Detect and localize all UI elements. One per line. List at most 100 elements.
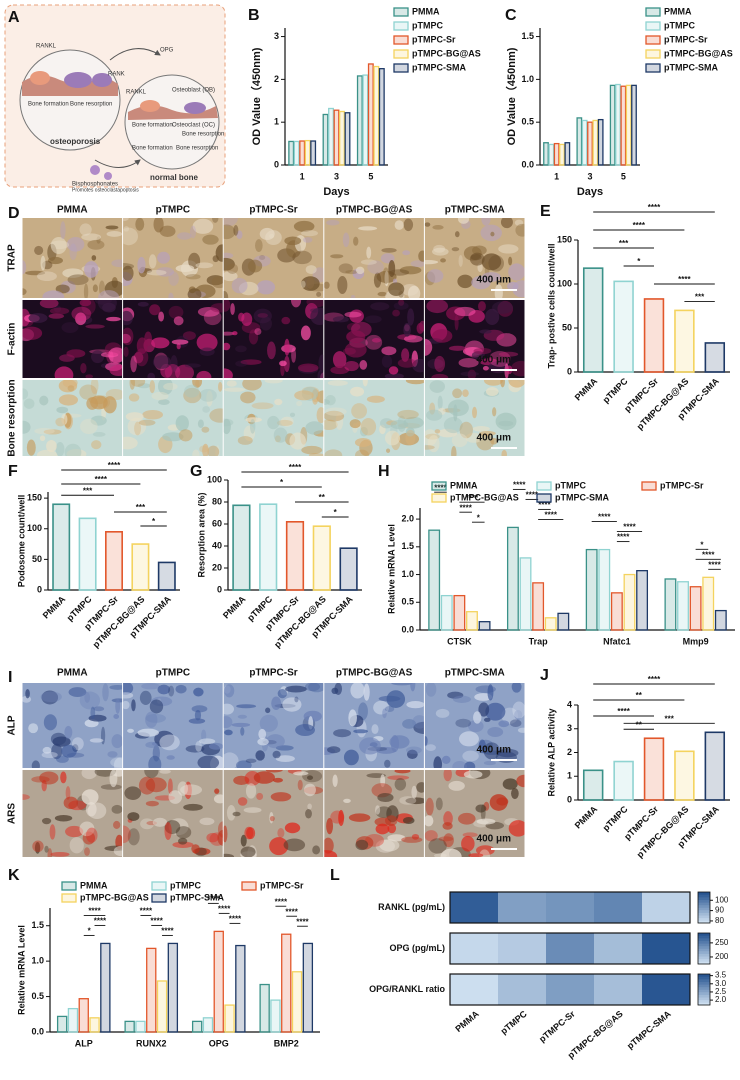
- texture-blob: [265, 770, 283, 773]
- legend-label: pTMPC-Sr: [412, 34, 456, 44]
- texture-blob: [187, 288, 202, 298]
- y-tick-label: 3: [274, 31, 279, 41]
- colorbar-slice: [698, 981, 710, 985]
- legend-swatch: [241, 881, 257, 891]
- texture-blob: [402, 816, 415, 825]
- texture-blob: [424, 338, 433, 356]
- texture-blob: [485, 308, 500, 326]
- texture-blob: [185, 273, 201, 280]
- legend-swatch: [645, 7, 661, 17]
- texture-blob: [370, 302, 390, 311]
- y-tick-label: 150: [27, 493, 42, 503]
- texture-blob: [226, 263, 239, 274]
- colorbar-slice: [698, 956, 710, 960]
- texture-blob: [431, 373, 449, 378]
- legend-swatch: [151, 881, 167, 891]
- texture-blob: [494, 284, 503, 298]
- texture-blob: [168, 685, 175, 697]
- colorbar-slice: [698, 899, 710, 903]
- texture-blob: [332, 351, 347, 369]
- bar: [328, 107, 334, 166]
- texture-blob: [308, 683, 324, 693]
- texture-blob: [306, 277, 315, 290]
- texture-blob: [289, 432, 306, 450]
- texture-blob: [338, 809, 345, 827]
- colorbar-slice: [698, 920, 710, 924]
- heatmap-cell: [450, 892, 498, 923]
- bar: [157, 561, 176, 591]
- texture-blob: [462, 832, 478, 838]
- panel-label: L: [330, 867, 340, 884]
- y-tick-label: 60: [212, 518, 222, 528]
- texture-blob: [123, 436, 138, 450]
- legend-swatch: [393, 35, 409, 45]
- texture-blob: [274, 435, 281, 443]
- texture-blob: [469, 252, 485, 266]
- micrograph-texture: [324, 770, 424, 857]
- texture-blob: [197, 306, 220, 317]
- texture-blob: [324, 407, 347, 416]
- texture-blob: [255, 750, 265, 761]
- legend-label: pTMPC: [664, 20, 695, 30]
- texture-blob: [55, 442, 65, 456]
- texture-blob: [441, 755, 451, 764]
- legend-label: pTMPC-BG@AS: [664, 48, 733, 58]
- column-header: pTMPC-Sr: [249, 668, 297, 679]
- texture-blob: [137, 301, 149, 307]
- heatmap-cell: [594, 974, 642, 1005]
- texture-blob: [31, 760, 40, 768]
- texture-blob: [425, 683, 437, 697]
- texture-blob: [182, 331, 196, 341]
- row-label: RANKL (pg/mL): [378, 902, 445, 912]
- colorbar-slice: [698, 958, 710, 962]
- heatmap-cell: [594, 933, 642, 964]
- bar: [428, 529, 441, 631]
- texture-blob: [381, 355, 393, 368]
- legend-label: pTMPC: [412, 20, 443, 30]
- texture-blob: [416, 782, 424, 793]
- bar: [613, 280, 634, 373]
- texture-blob: [129, 380, 135, 390]
- texture-blob: [42, 746, 52, 754]
- texture-blob: [128, 393, 140, 402]
- texture-blob: [388, 366, 399, 375]
- bar: [270, 999, 281, 1033]
- texture-blob: [517, 727, 525, 733]
- texture-blob: [483, 742, 500, 760]
- texture-blob: [276, 419, 293, 427]
- bar: [689, 586, 702, 631]
- texture-blob: [462, 389, 469, 398]
- osteoblast-cell: [30, 71, 50, 85]
- colorbar-slice: [698, 910, 710, 913]
- x-tick-label: pTMPC: [499, 1008, 530, 1036]
- diagram-label: Bone resorption: [70, 102, 112, 108]
- texture-blob: [483, 717, 491, 722]
- texture-blob: [515, 223, 525, 237]
- micrograph: [123, 683, 223, 768]
- texture-blob: [284, 236, 302, 246]
- colorbar-tick-label: 90: [715, 906, 724, 915]
- texture-blob: [388, 282, 405, 296]
- texture-blob: [500, 380, 505, 388]
- colorbar-slice: [698, 961, 710, 965]
- texture-blob: [58, 394, 78, 406]
- texture-blob: [61, 413, 68, 425]
- texture-blob: [451, 445, 457, 456]
- legend-swatch: [431, 481, 447, 491]
- texture-blob: [360, 259, 377, 265]
- texture-blob: [168, 292, 174, 298]
- texture-blob: [387, 775, 410, 781]
- row-label: Bone resorption: [7, 379, 18, 456]
- texture-blob: [175, 826, 192, 839]
- texture-blob: [479, 430, 496, 436]
- texture-blob: [483, 380, 504, 386]
- micrograph-texture: [22, 380, 123, 456]
- texture-blob: [266, 734, 285, 749]
- texture-blob: [398, 432, 420, 446]
- significance-label: **: [636, 720, 643, 729]
- bar: [259, 503, 278, 591]
- texture-blob: [71, 306, 92, 321]
- bar: [620, 85, 627, 166]
- texture-blob: [224, 684, 235, 698]
- texture-blob: [508, 263, 525, 281]
